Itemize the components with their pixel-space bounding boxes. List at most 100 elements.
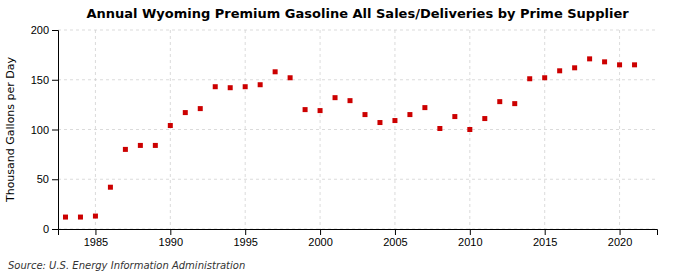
tick-mark — [320, 229, 321, 235]
tick-mark — [52, 30, 58, 31]
grid-line-x — [95, 30, 96, 229]
tick-mark — [52, 179, 58, 180]
grid — [58, 30, 657, 229]
square-point — [407, 112, 412, 117]
grid-line-y — [58, 30, 657, 31]
square-point — [93, 214, 98, 219]
square-point — [78, 215, 83, 220]
square-point — [153, 143, 158, 148]
square-point — [362, 112, 367, 117]
grid-line-y — [58, 129, 657, 130]
tick-label: 2010 — [458, 236, 482, 248]
axis-line — [52, 31, 59, 230]
square-point — [123, 147, 128, 152]
tick: 1990 — [159, 229, 183, 248]
tick: 1985 — [84, 229, 108, 248]
tick-label: 200 — [31, 24, 49, 36]
y-axis: 0 50 100 150 200 — [31, 24, 59, 235]
tick: 2020 — [608, 229, 632, 248]
tick: 2005 — [383, 229, 407, 248]
square-point — [198, 106, 203, 111]
tick-label: 1995 — [233, 236, 257, 248]
tick-mark — [620, 229, 621, 235]
square-point — [437, 126, 442, 131]
tick: 0 — [43, 223, 58, 235]
tick-mark — [52, 80, 58, 81]
square-point — [512, 101, 517, 106]
x-axis: 1985 1990 1995 2000 2005 2010 2015 2020 — [59, 229, 658, 248]
grid-line-x — [170, 30, 171, 229]
square-point — [333, 95, 338, 100]
square-point — [318, 108, 323, 113]
square-point — [392, 118, 397, 123]
tick-label: 50 — [37, 173, 49, 185]
tick-label: 1985 — [84, 236, 108, 248]
tick-mark — [395, 229, 396, 235]
square-point — [348, 98, 353, 103]
tick-mark — [170, 229, 171, 235]
square-point — [482, 116, 487, 121]
tick-mark — [95, 229, 96, 235]
grid-line-x — [619, 30, 620, 229]
grid-line-x — [320, 30, 321, 229]
square-point — [572, 65, 577, 70]
square-point — [288, 75, 293, 80]
tick-mark — [545, 229, 546, 235]
source-note: Source: U.S. Energy Information Administ… — [8, 260, 245, 271]
square-point — [497, 99, 502, 104]
square-point — [258, 82, 263, 87]
tick-label: 150 — [31, 74, 49, 86]
square-point — [273, 69, 278, 74]
square-point — [557, 68, 562, 73]
points — [63, 56, 637, 219]
square-point — [587, 56, 592, 61]
square-point — [183, 110, 188, 115]
square-point — [422, 105, 427, 110]
axis-line — [59, 230, 658, 236]
square-point — [168, 123, 173, 128]
square-point — [467, 127, 472, 132]
square-point — [228, 85, 233, 90]
plot: 1985 1990 1995 2000 2005 2010 2015 2020 0 50 100 15… — [31, 24, 658, 248]
grid-line-x — [245, 30, 246, 229]
grid-line-y — [58, 79, 657, 80]
square-point — [617, 62, 622, 67]
square-point — [213, 84, 218, 89]
tick-mark — [52, 130, 58, 131]
square-point — [542, 75, 547, 80]
square-point — [63, 215, 68, 220]
square-point — [138, 143, 143, 148]
tick-label: 1990 — [159, 236, 183, 248]
square-point — [377, 120, 382, 125]
y-axis-label: Thousand Gallons per Day — [4, 56, 17, 203]
tick: 100 — [31, 124, 58, 136]
square-point — [452, 114, 457, 119]
tick: 2000 — [308, 229, 332, 248]
tick: 1995 — [233, 229, 257, 248]
grid-line-y — [58, 179, 657, 180]
tick-label: 2015 — [533, 236, 557, 248]
grid-line-x — [394, 30, 395, 229]
tick-mark — [245, 229, 246, 235]
tick: 2010 — [458, 229, 482, 248]
tick-label: 2020 — [608, 236, 632, 248]
tick-label: 100 — [31, 124, 49, 136]
tick: 150 — [31, 74, 58, 86]
tick-label: 2005 — [383, 236, 407, 248]
square-point — [303, 107, 308, 112]
tick: 200 — [31, 24, 58, 36]
tick: 50 — [37, 173, 58, 185]
square-point — [527, 76, 532, 81]
tick: 2015 — [533, 229, 557, 248]
square-point — [632, 62, 637, 67]
tick-mark — [470, 229, 471, 235]
tick-label: 0 — [43, 223, 49, 235]
square-point — [602, 59, 607, 64]
title: Annual Wyoming Premium Gasoline All Sale… — [86, 6, 629, 21]
tick-mark — [52, 229, 58, 230]
chart: 1985 1990 1995 2000 2005 2010 2015 2020 0 50 100 15… — [0, 0, 675, 275]
square-point — [108, 185, 113, 190]
tick-label: 2000 — [308, 236, 332, 248]
grid-line-x — [544, 30, 545, 229]
square-point — [243, 84, 248, 89]
